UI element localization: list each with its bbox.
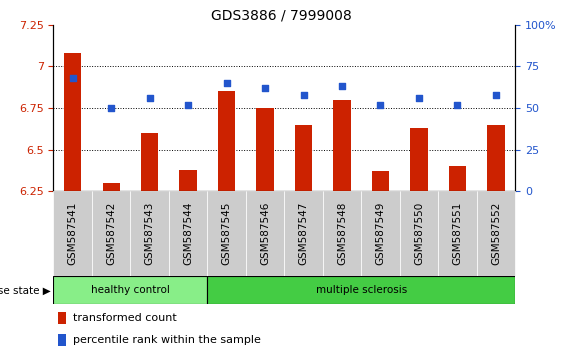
- FancyBboxPatch shape: [246, 191, 284, 276]
- FancyBboxPatch shape: [169, 191, 207, 276]
- FancyBboxPatch shape: [284, 191, 323, 276]
- Bar: [102, 183, 120, 191]
- FancyBboxPatch shape: [477, 191, 515, 276]
- Text: percentile rank within the sample: percentile rank within the sample: [73, 335, 261, 345]
- Bar: [58, 312, 66, 324]
- Bar: [180, 170, 197, 191]
- Bar: [256, 108, 274, 191]
- FancyBboxPatch shape: [53, 191, 92, 276]
- Bar: [410, 128, 428, 191]
- Text: GSM587550: GSM587550: [414, 202, 424, 265]
- Text: healthy control: healthy control: [91, 285, 170, 295]
- Bar: [449, 166, 466, 191]
- Text: GSM587547: GSM587547: [298, 202, 309, 266]
- Text: GSM587546: GSM587546: [260, 202, 270, 266]
- Bar: [333, 99, 351, 191]
- Point: [145, 95, 154, 101]
- FancyBboxPatch shape: [92, 191, 131, 276]
- Bar: [53, 276, 207, 304]
- Text: multiple sclerosis: multiple sclerosis: [316, 285, 407, 295]
- Text: transformed count: transformed count: [73, 313, 177, 323]
- Point: [453, 102, 462, 108]
- Bar: [218, 91, 235, 191]
- Point: [414, 95, 423, 101]
- Bar: [141, 133, 158, 191]
- Text: GSM587552: GSM587552: [491, 202, 501, 266]
- Text: GDS3886 / 7999008: GDS3886 / 7999008: [211, 9, 352, 23]
- Point: [107, 105, 116, 111]
- Text: GSM587544: GSM587544: [183, 202, 193, 266]
- Text: GSM587548: GSM587548: [337, 202, 347, 266]
- Text: GSM587543: GSM587543: [145, 202, 155, 266]
- Point: [376, 102, 385, 108]
- Bar: [295, 125, 312, 191]
- Text: GSM587549: GSM587549: [376, 202, 386, 266]
- Bar: [58, 334, 66, 346]
- Point: [184, 102, 193, 108]
- FancyBboxPatch shape: [361, 191, 400, 276]
- FancyBboxPatch shape: [400, 191, 438, 276]
- Point: [261, 85, 270, 91]
- FancyBboxPatch shape: [323, 191, 361, 276]
- Point: [491, 92, 501, 97]
- Text: GSM587551: GSM587551: [453, 202, 462, 266]
- FancyBboxPatch shape: [438, 191, 477, 276]
- Point: [299, 92, 308, 97]
- Text: GSM587542: GSM587542: [106, 202, 116, 266]
- FancyBboxPatch shape: [131, 191, 169, 276]
- Point: [68, 75, 77, 81]
- Bar: [372, 171, 389, 191]
- FancyBboxPatch shape: [207, 191, 246, 276]
- Point: [222, 80, 231, 86]
- Text: disease state ▶: disease state ▶: [0, 285, 51, 295]
- Text: GSM587545: GSM587545: [222, 202, 231, 266]
- Bar: [487, 125, 504, 191]
- Text: GSM587541: GSM587541: [68, 202, 78, 266]
- Bar: [64, 53, 82, 191]
- Point: [337, 84, 346, 89]
- Bar: [207, 276, 515, 304]
